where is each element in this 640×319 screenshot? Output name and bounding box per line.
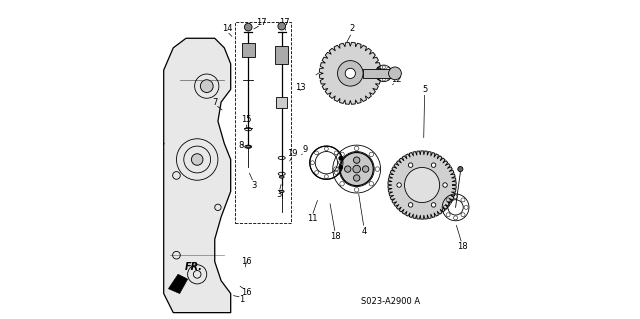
Ellipse shape [279,176,284,178]
Text: 10: 10 [442,166,453,175]
Text: 18: 18 [457,242,467,251]
Circle shape [408,163,413,167]
Circle shape [353,157,360,163]
Text: 11: 11 [307,214,317,223]
Circle shape [191,154,203,165]
Circle shape [408,203,413,207]
Text: 4: 4 [362,227,367,236]
Polygon shape [319,42,381,104]
Circle shape [353,165,360,173]
Text: 8: 8 [238,141,244,150]
Text: 18: 18 [330,232,340,241]
Text: 16: 16 [241,288,252,297]
Text: 16: 16 [241,257,252,266]
Text: 3: 3 [251,181,257,189]
Circle shape [431,203,436,207]
Text: FR.: FR. [184,262,202,272]
Polygon shape [388,151,456,219]
FancyBboxPatch shape [276,97,287,108]
Text: 6: 6 [321,63,326,71]
Circle shape [278,22,285,30]
Text: S023-A2900 A: S023-A2900 A [360,297,420,306]
Circle shape [353,175,360,181]
Circle shape [244,23,252,31]
Text: 13: 13 [296,83,306,92]
Text: 2: 2 [349,24,355,33]
Circle shape [339,166,342,169]
Text: 9: 9 [302,145,307,154]
Circle shape [344,166,351,172]
Circle shape [339,157,342,160]
Polygon shape [168,274,188,293]
Circle shape [340,152,373,186]
Text: 17: 17 [279,19,289,27]
Circle shape [388,67,401,80]
Circle shape [397,183,401,187]
Ellipse shape [246,145,251,148]
Circle shape [431,163,436,167]
FancyBboxPatch shape [275,46,288,64]
Text: 19: 19 [287,149,297,158]
Circle shape [337,61,363,86]
Text: 12: 12 [390,75,401,84]
Text: 5: 5 [422,85,428,94]
Text: 17: 17 [255,18,266,27]
FancyBboxPatch shape [242,43,255,57]
FancyBboxPatch shape [363,69,395,78]
Circle shape [345,68,355,78]
Text: 3: 3 [276,190,282,199]
Circle shape [443,183,447,187]
Text: 7: 7 [212,98,218,107]
Ellipse shape [279,190,284,192]
Text: 14: 14 [221,24,232,33]
Circle shape [200,80,213,93]
Circle shape [458,167,463,172]
Text: 1: 1 [239,295,244,304]
Circle shape [404,167,440,203]
Polygon shape [164,38,230,313]
Circle shape [362,166,369,172]
Text: 15: 15 [241,115,252,124]
